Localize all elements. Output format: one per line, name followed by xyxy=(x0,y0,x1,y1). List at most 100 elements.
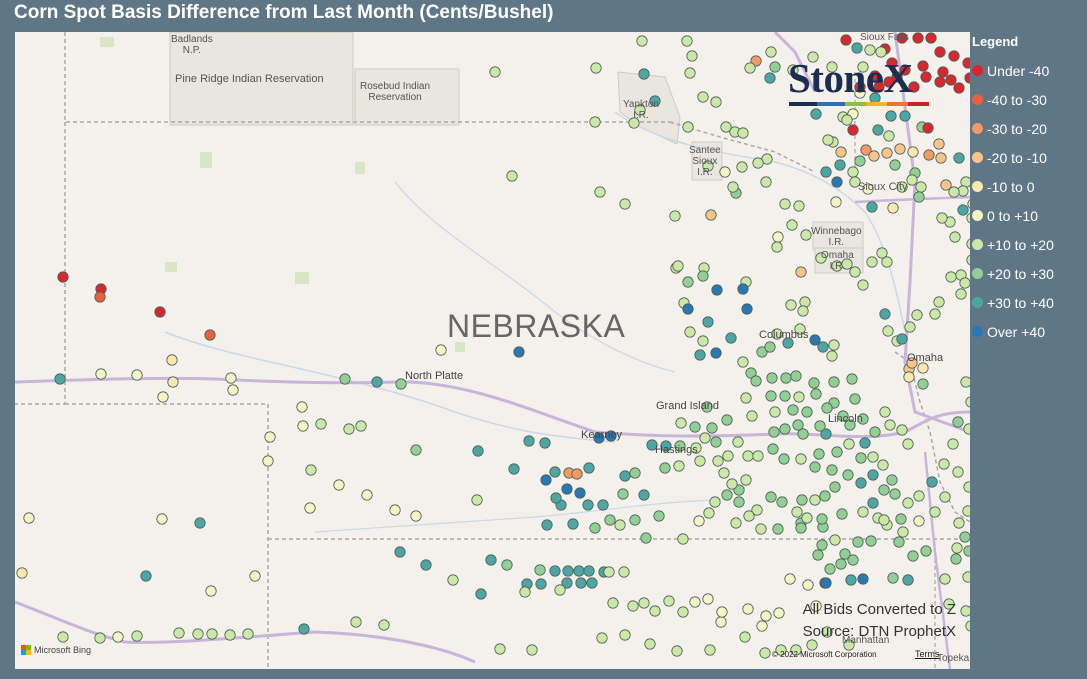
basis-point-dot[interactable] xyxy=(840,34,852,46)
basis-point-dot[interactable] xyxy=(653,510,665,522)
basis-point-dot[interactable] xyxy=(787,64,799,76)
basis-point-dot[interactable] xyxy=(355,420,367,432)
basis-point-dot[interactable] xyxy=(298,623,310,635)
basis-point-dot[interactable] xyxy=(227,384,239,396)
basis-point-dot[interactable] xyxy=(965,396,970,408)
basis-point-dot[interactable] xyxy=(828,376,840,388)
basis-point-dot[interactable] xyxy=(671,645,683,657)
basis-point-dot[interactable] xyxy=(660,440,672,452)
basis-point-dot[interactable] xyxy=(682,121,694,133)
legend-item[interactable]: Under -40 xyxy=(972,56,1084,85)
basis-point-dot[interactable] xyxy=(315,418,327,430)
basis-point-dot[interactable] xyxy=(903,371,915,383)
legend-item[interactable]: +20 to +30 xyxy=(972,259,1084,288)
basis-point-dot[interactable] xyxy=(820,428,832,440)
basis-point-dot[interactable] xyxy=(410,510,422,522)
basis-point-dot[interactable] xyxy=(112,631,124,643)
basis-point-dot[interactable] xyxy=(435,344,447,356)
basis-point-dot[interactable] xyxy=(862,183,874,195)
basis-point-dot[interactable] xyxy=(886,57,898,69)
basis-point-dot[interactable] xyxy=(875,46,887,58)
basis-point-dot[interactable] xyxy=(945,271,957,283)
basis-point-dot[interactable] xyxy=(854,155,866,167)
basis-point-dot[interactable] xyxy=(204,329,216,341)
basis-point-dot[interactable] xyxy=(809,334,821,346)
basis-point-dot[interactable] xyxy=(934,76,946,88)
basis-point-dot[interactable] xyxy=(959,277,970,289)
basis-point-dot[interactable] xyxy=(950,553,962,565)
basis-point-dot[interactable] xyxy=(897,526,909,538)
basis-point-dot[interactable] xyxy=(750,375,762,387)
basis-point-dot[interactable] xyxy=(722,450,734,462)
basis-point-dot[interactable] xyxy=(831,176,843,188)
basis-point-dot[interactable] xyxy=(597,499,609,511)
basis-point-dot[interactable] xyxy=(562,565,574,577)
basis-point-dot[interactable] xyxy=(575,577,587,589)
basis-point-dot[interactable] xyxy=(810,388,822,400)
basis-point-dot[interactable] xyxy=(817,341,829,353)
basis-point-dot[interactable] xyxy=(619,198,631,210)
basis-point-dot[interactable] xyxy=(926,476,938,488)
basis-point-dot[interactable] xyxy=(526,644,538,656)
basis-point-dot[interactable] xyxy=(603,566,615,578)
basis-point-dot[interactable] xyxy=(573,565,585,577)
basis-point-dot[interactable] xyxy=(693,515,705,527)
basis-point-dot[interactable] xyxy=(939,491,951,503)
basis-point-dot[interactable] xyxy=(849,176,861,188)
basis-point-dot[interactable] xyxy=(797,305,809,317)
basis-point-dot[interactable] xyxy=(949,231,961,243)
basis-point-dot[interactable] xyxy=(843,639,855,651)
basis-point-dot[interactable] xyxy=(795,522,807,534)
basis-point-dot[interactable] xyxy=(893,536,905,548)
basis-point-dot[interactable] xyxy=(793,391,805,403)
basis-point-dot[interactable] xyxy=(963,481,970,493)
basis-point-dot[interactable] xyxy=(549,565,561,577)
basis-point-dot[interactable] xyxy=(759,647,771,659)
basis-point-dot[interactable] xyxy=(920,545,932,557)
basis-point-dot[interactable] xyxy=(725,332,737,344)
basis-point-dot[interactable] xyxy=(953,152,965,164)
basis-point-dot[interactable] xyxy=(682,303,694,315)
basis-point-dot[interactable] xyxy=(167,376,179,388)
basis-point-dot[interactable] xyxy=(938,458,950,470)
basis-point-dot[interactable] xyxy=(677,606,689,618)
basis-point-dot[interactable] xyxy=(790,370,802,382)
basis-point-dot[interactable] xyxy=(885,110,897,122)
basis-point-dot[interactable] xyxy=(23,512,35,524)
basis-point-dot[interactable] xyxy=(912,32,924,44)
basis-point-dot[interactable] xyxy=(646,439,658,451)
basis-point-dot[interactable] xyxy=(718,467,730,479)
basis-point-dot[interactable] xyxy=(826,350,838,362)
basis-point-dot[interactable] xyxy=(937,66,949,78)
basis-point-dot[interactable] xyxy=(948,186,960,198)
basis-point-dot[interactable] xyxy=(634,104,646,116)
legend-item[interactable]: +30 to +40 xyxy=(972,288,1084,317)
basis-point-dot[interactable] xyxy=(740,392,752,404)
basis-point-dot[interactable] xyxy=(727,181,739,193)
basis-point-dot[interactable] xyxy=(806,639,818,651)
basis-point-dot[interactable] xyxy=(889,159,901,171)
basis-point-dot[interactable] xyxy=(959,531,970,543)
basis-point-dot[interactable] xyxy=(361,489,373,501)
basis-point-dot[interactable] xyxy=(768,426,780,438)
basis-point-dot[interactable] xyxy=(743,510,755,522)
basis-point-dot[interactable] xyxy=(719,166,731,178)
basis-point-dot[interactable] xyxy=(350,616,362,628)
legend-item[interactable]: -20 to -10 xyxy=(972,143,1084,172)
basis-point-dot[interactable] xyxy=(847,166,859,178)
basis-point-dot[interactable] xyxy=(951,542,963,554)
basis-point-dot[interactable] xyxy=(906,174,918,186)
basis-point-dot[interactable] xyxy=(607,597,619,609)
basis-point-dot[interactable] xyxy=(673,460,685,472)
basis-point-dot[interactable] xyxy=(594,186,606,198)
basis-point-dot[interactable] xyxy=(807,51,819,63)
basis-point-dot[interactable] xyxy=(513,346,525,358)
basis-point-dot[interactable] xyxy=(855,477,867,489)
basis-point-dot[interactable] xyxy=(795,453,807,465)
basis-point-dot[interactable] xyxy=(868,150,880,162)
basis-point-dot[interactable] xyxy=(574,487,586,499)
basis-point-dot[interactable] xyxy=(535,578,547,590)
basis-point-dot[interactable] xyxy=(816,513,828,525)
basis-point-dot[interactable] xyxy=(378,619,390,631)
basis-point-dot[interactable] xyxy=(960,376,970,388)
